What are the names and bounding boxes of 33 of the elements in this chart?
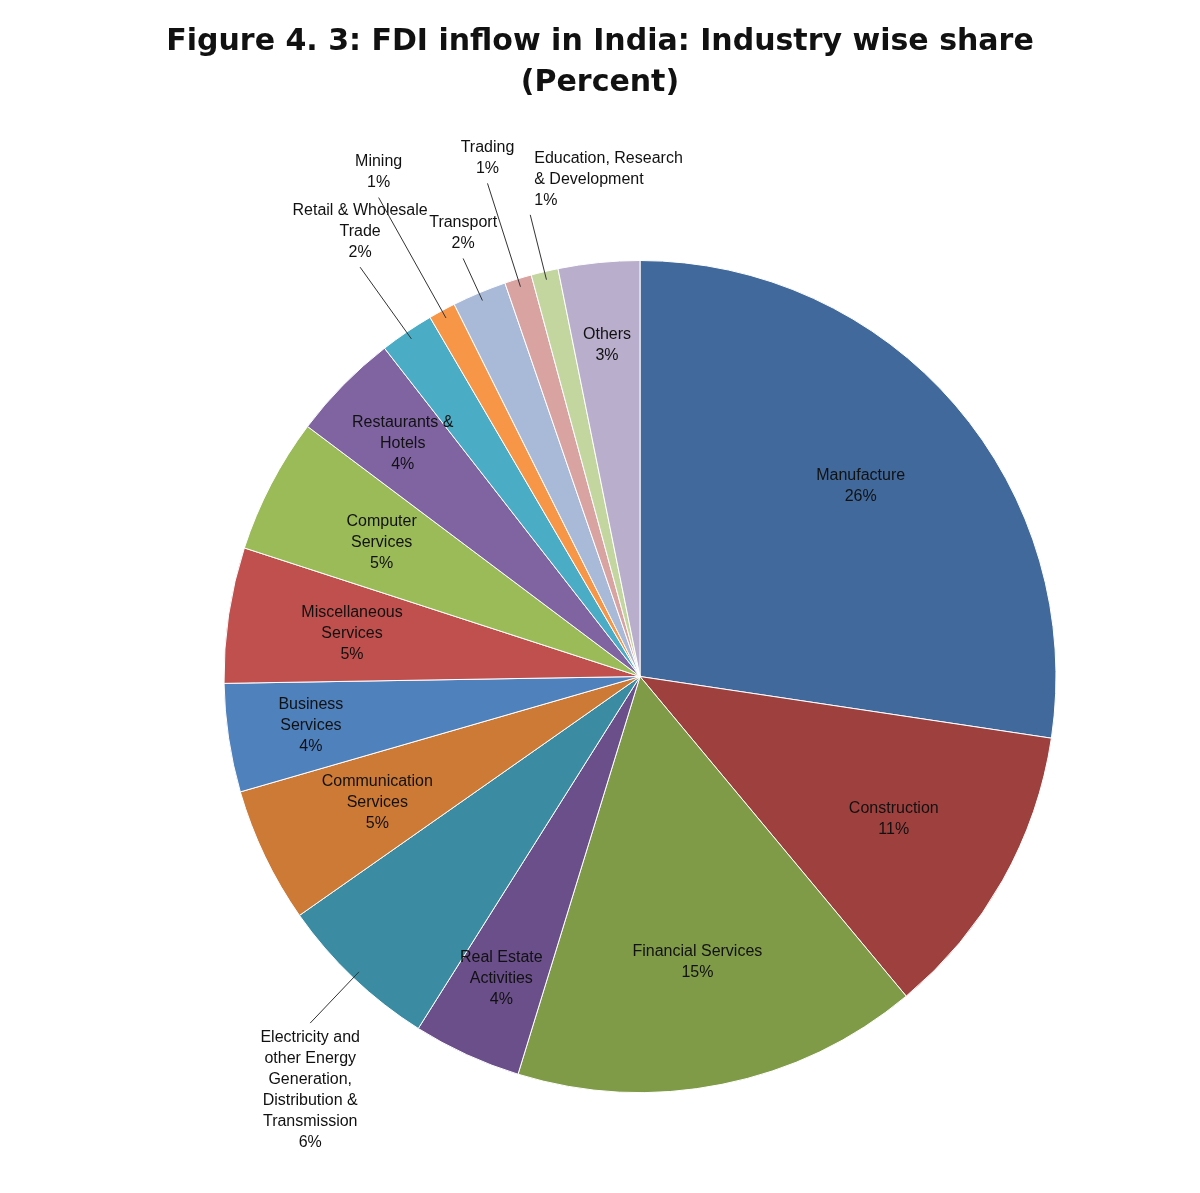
data-label: 2% (348, 243, 372, 261)
data-label: 4% (299, 737, 323, 755)
data-label: 3% (595, 346, 619, 364)
slice-label: Miscellaneous Services (301, 602, 403, 641)
slice-label: Retail & Wholesale Trade (292, 201, 428, 240)
data-label: 5% (370, 553, 394, 571)
slice-label: Construction (848, 799, 939, 817)
data-label: 1% (367, 173, 391, 191)
data-label: 11% (878, 820, 910, 838)
chart-title: Figure 4. 3: FDI inflow in India: Industry wise share (Percent) (165, 21, 1035, 100)
slice-label: Business Services (278, 695, 344, 734)
data-label: 4% (489, 990, 513, 1008)
data-label: 5% (340, 644, 364, 662)
slice-label: Communication Services (321, 771, 433, 810)
data-label: 1% (475, 159, 500, 177)
slice-label: Others (583, 325, 632, 343)
data-label: 5% (365, 813, 389, 831)
slice-label: Real Estate Activities (459, 948, 543, 987)
data-label: 4% (391, 454, 415, 472)
data-label: 1% (534, 190, 558, 208)
slice-label: Restaurants & Hotels (352, 412, 454, 451)
slice-label: Education, Research & Development (534, 148, 683, 187)
data-label: 15% (681, 962, 714, 980)
slice-label: Computer Services (346, 511, 418, 550)
data-label: 6% (298, 1132, 322, 1150)
data-label: 26% (844, 487, 877, 505)
data-label: 2% (451, 234, 475, 252)
slice-label: Financial Services (632, 941, 763, 959)
slice-label: Electricity and other Energy Generation, Distribution & Transmission (260, 1027, 361, 1129)
slice-label: Manufacture (816, 466, 906, 484)
slice-label: Trading (460, 138, 515, 156)
slice-label: Mining (355, 152, 403, 170)
slice-label: Transport (429, 213, 498, 231)
